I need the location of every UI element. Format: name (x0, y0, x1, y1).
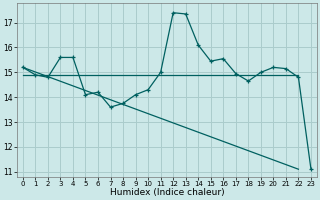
X-axis label: Humidex (Indice chaleur): Humidex (Indice chaleur) (109, 188, 224, 197)
